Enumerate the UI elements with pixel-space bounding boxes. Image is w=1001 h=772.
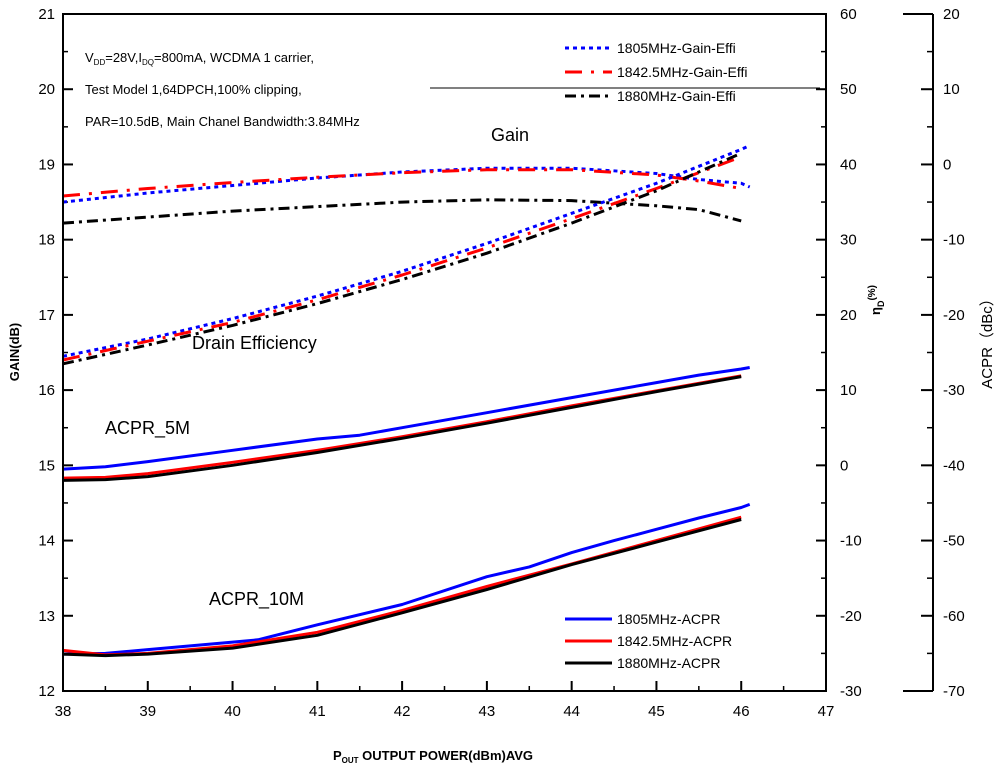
- y-right-acpr-axis-title: ACPR（dBc）: [979, 291, 996, 389]
- legend-label-1842-gain: 1842.5MHz-Gain-Effi: [617, 64, 747, 80]
- x-tick-label: 38: [55, 703, 72, 720]
- y-right-eff-tick-label: 30: [840, 232, 857, 249]
- legend-label-1805-gain: 1805MHz-Gain-Effi: [617, 40, 736, 56]
- y-right-acpr-tick-label: -60: [943, 608, 965, 625]
- conditions-line-1: VDD=28V,IDQ=800mA, WCDMA 1 carrier,: [85, 50, 314, 67]
- legend-label-1805-acpr: 1805MHz-ACPR: [617, 611, 720, 627]
- y-right-eff-tick-label: -30: [840, 683, 862, 700]
- plot-frame: [62, 13, 827, 692]
- y-right-eff-tick-label: 20: [840, 307, 857, 324]
- y-right-eff-tick-label: -20: [840, 608, 862, 625]
- gain-annotation: Gain: [491, 125, 529, 145]
- legend-label-1880-acpr: 1880MHz-ACPR: [617, 655, 720, 671]
- legend-label-1842-acpr: 1842.5MHz-ACPR: [617, 633, 732, 649]
- series-acpr5-1880MHz: [62, 375, 742, 482]
- x-tick-label: 42: [394, 703, 411, 720]
- y-right-acpr-tick-label: 20: [943, 6, 960, 23]
- y-right-eff-tick-label: -10: [840, 533, 862, 550]
- y-right-acpr-tick-label: 0: [943, 156, 951, 173]
- x-tick-label: 40: [224, 703, 241, 720]
- legend-bottom: 1805MHz-ACPR 1842.5MHz-ACPR 1880MHz-ACPR: [565, 611, 732, 671]
- y-left-tick-label: 17: [38, 307, 55, 324]
- series-acpr10-1880MHz: [62, 518, 742, 658]
- y-right-eff-tick-label: 50: [840, 81, 857, 98]
- drain-efficiency-annotation: Drain Efficiency: [192, 333, 317, 353]
- y-left-tick-label: 16: [38, 382, 55, 399]
- y-right-eff-tick-label: 60: [840, 6, 857, 23]
- series-eff-1842_5MHz: [62, 155, 742, 362]
- y-right-eff-tick-label: 10: [840, 382, 857, 399]
- y-left-tick-label: 14: [38, 533, 55, 550]
- y-right-eff-tick-label: 0: [840, 457, 848, 474]
- x-tick-label: 45: [648, 703, 665, 720]
- series-gain-1880MHz: [62, 198, 742, 225]
- legend-top: 1805MHz-Gain-Effi 1842.5MHz-Gain-Effi 18…: [430, 40, 820, 104]
- legend-label-1880-gain: 1880MHz-Gain-Effi: [617, 88, 736, 104]
- conditions-line-3: PAR=10.5dB, Main Chanel Bandwidth:3.84MH…: [85, 114, 360, 129]
- series-acpr10-1805MHz: [62, 502, 751, 656]
- axes-layer: 38 39 40 41 42 43 44 45 46 47 12 13 14 15 16 17 18 19 20 21…: [38, 6, 964, 720]
- x-tick-label: 41: [309, 703, 326, 720]
- y-right-acpr-tick-label: -70: [943, 683, 965, 700]
- series-eff-1805MHz: [62, 144, 751, 358]
- y-left-tick-label: 15: [38, 457, 55, 474]
- y-left-tick-label: 13: [38, 608, 55, 625]
- y-left-axis-title: GAIN(dB): [7, 323, 22, 382]
- y-right-acpr-tick-label: -30: [943, 382, 965, 399]
- conditions-line-2: Test Model 1,64DPCH,100% clipping,: [85, 82, 302, 97]
- y-right-acpr-tick-label: -40: [943, 457, 965, 474]
- acpr-10m-annotation: ACPR_10M: [209, 589, 304, 610]
- y-left-tick-label: 12: [38, 683, 55, 700]
- y-right-efficiency-axis-title: ηD(%): [867, 285, 886, 315]
- y-left-tick-label: 20: [38, 81, 55, 98]
- series-layer: [62, 144, 751, 658]
- y-right-acpr-tick-label: -10: [943, 232, 965, 249]
- y-right-acpr-tick-label: -50: [943, 533, 965, 550]
- x-tick-label: 44: [563, 703, 580, 720]
- acpr-5m-annotation: ACPR_5M: [105, 418, 190, 439]
- series-acpr5-1805MHz: [62, 366, 750, 471]
- y-left-tick-label: 18: [38, 232, 55, 249]
- conditions-note: VDD=28V,IDQ=800mA, WCDMA 1 carrier, Test…: [85, 50, 360, 129]
- y-right-eff-tick-label: 40: [840, 156, 857, 173]
- x-tick-label: 39: [139, 703, 156, 720]
- x-tick-label: 43: [479, 703, 496, 720]
- x-tick-label: 46: [733, 703, 750, 720]
- series-gain-1842_5MHz: [62, 168, 742, 198]
- x-tick-label: 47: [818, 703, 835, 720]
- y-right-acpr-tick-label: -20: [943, 307, 965, 324]
- y-right-acpr-tick-label: 10: [943, 81, 960, 98]
- x-axis-title: POUT OUTPUT POWER(dBm)AVG: [333, 748, 533, 765]
- y-left-tick-label: 21: [38, 6, 55, 23]
- y-left-tick-label: 19: [38, 156, 55, 173]
